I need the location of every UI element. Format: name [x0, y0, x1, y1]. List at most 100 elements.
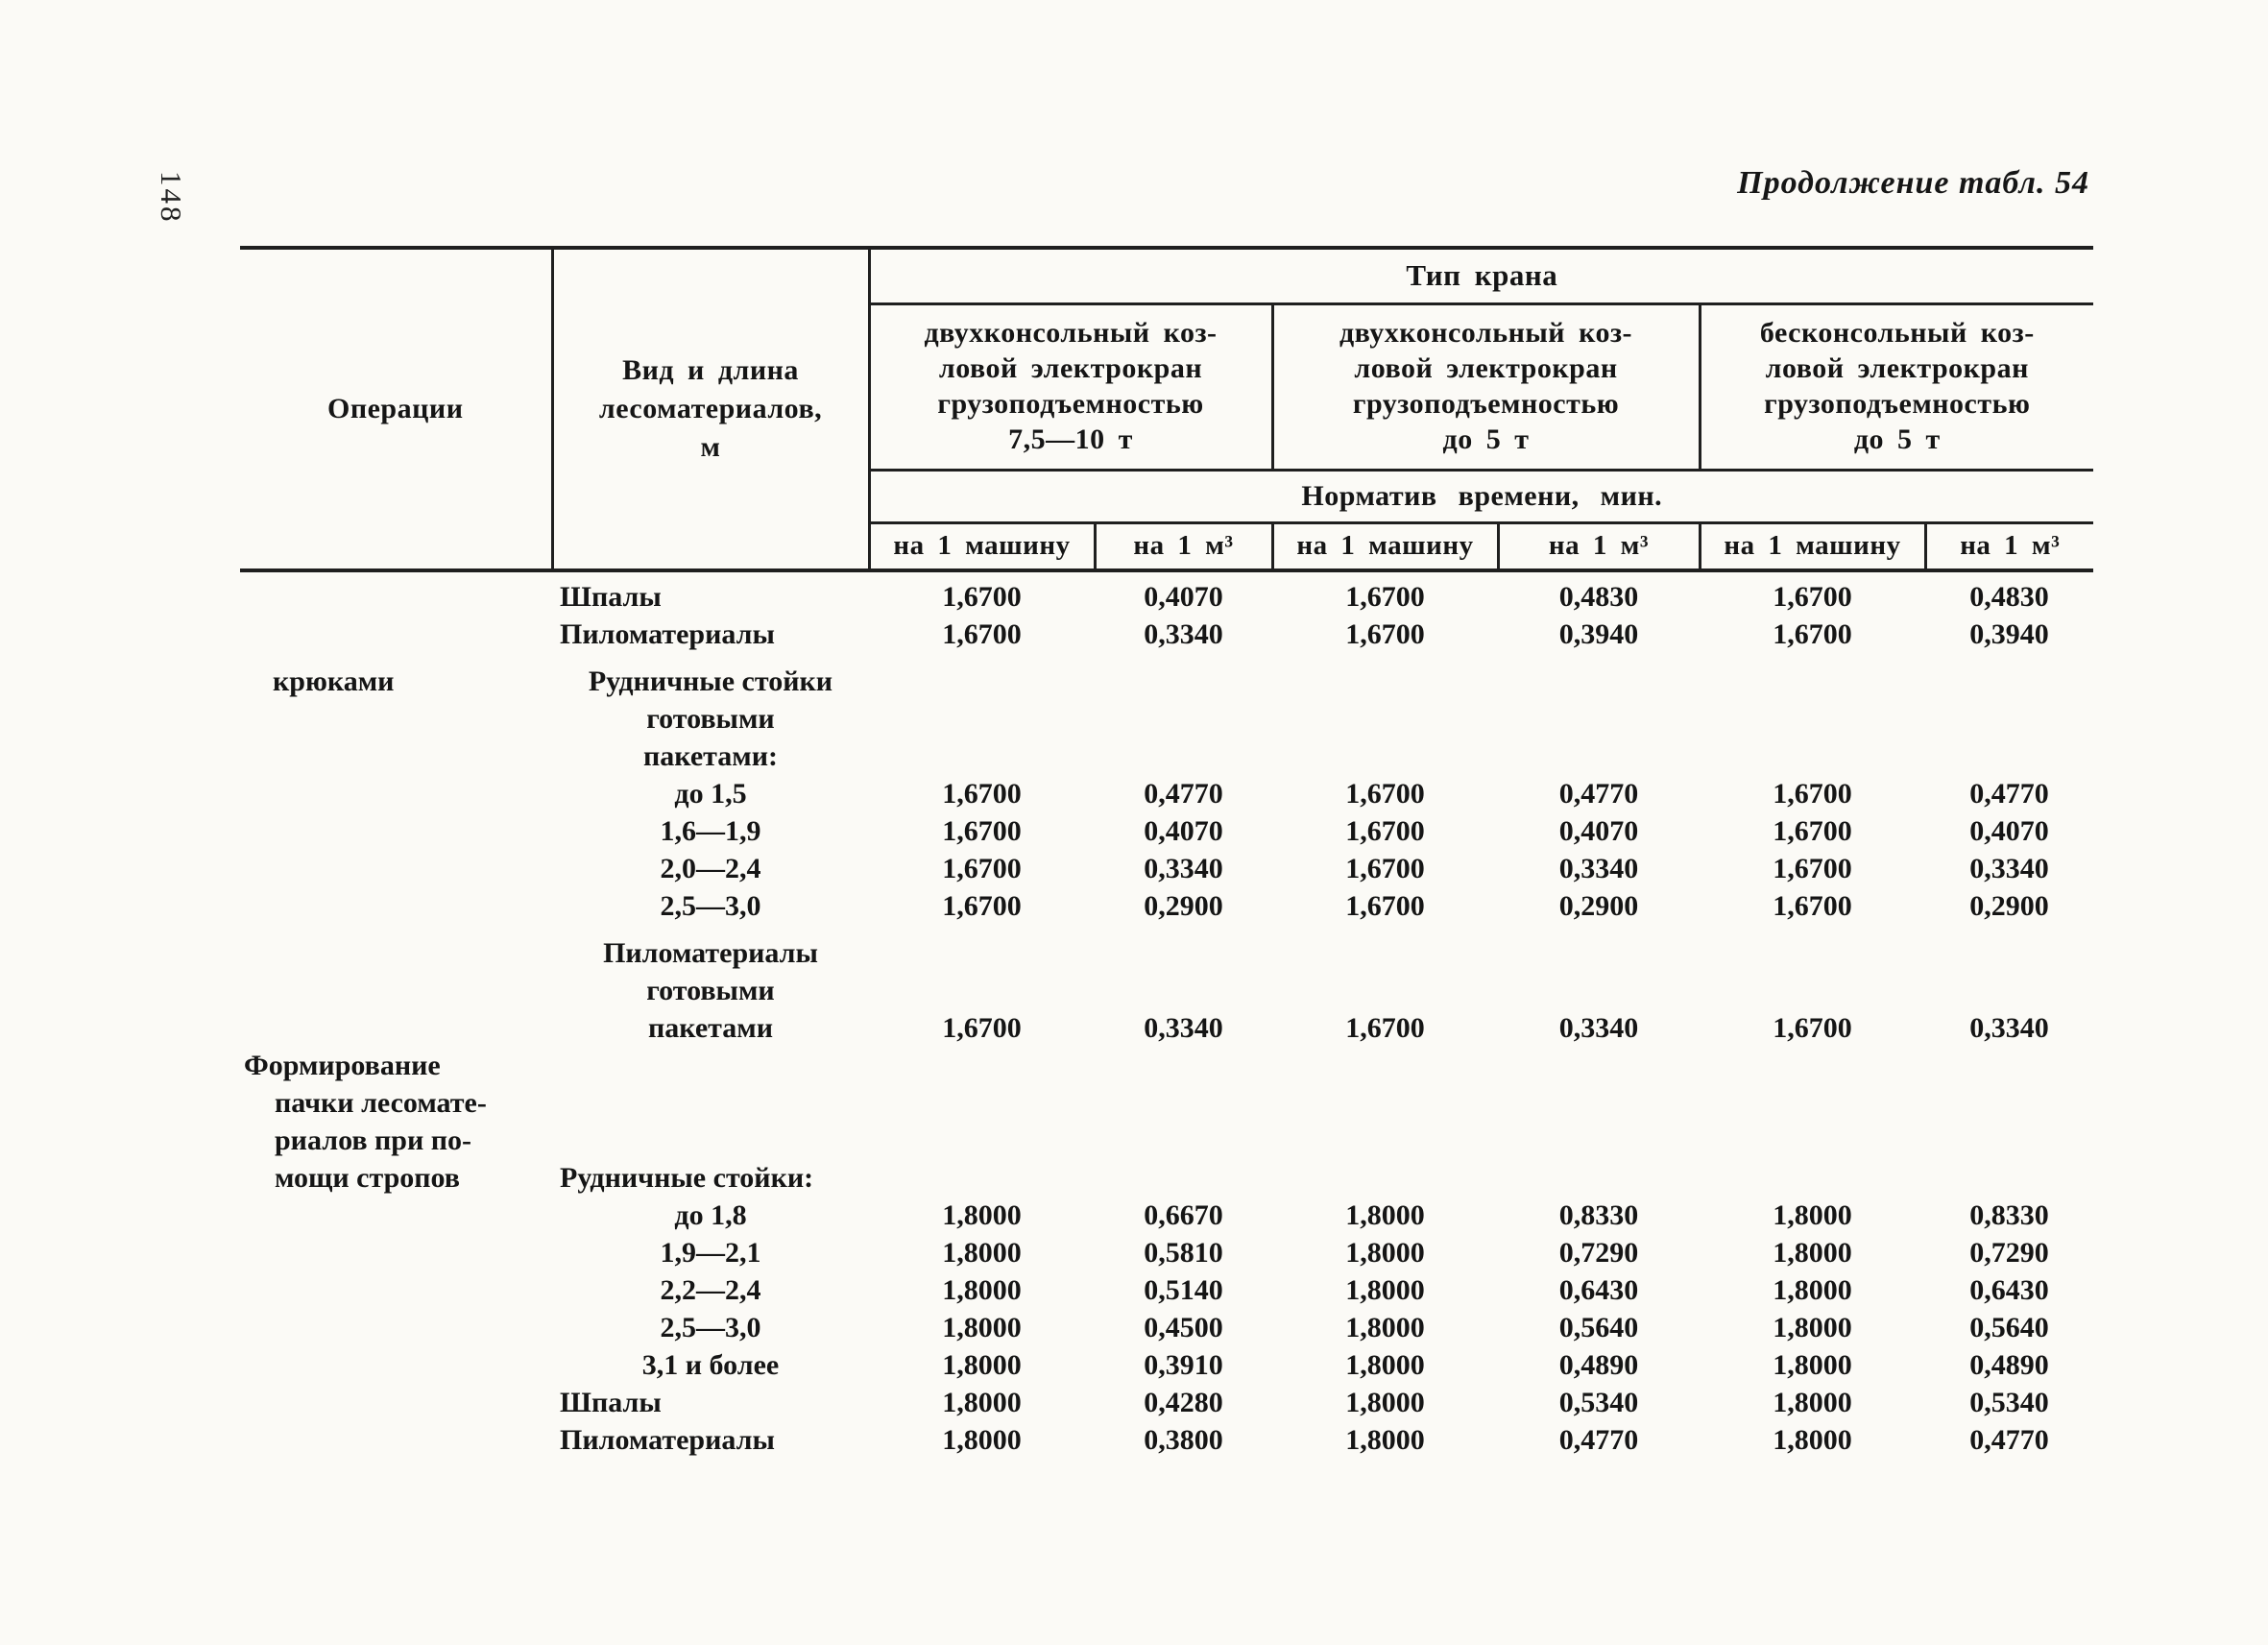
- time-norm-value-cell: 1,8000: [1345, 1274, 1425, 1306]
- time-norm-value-cell: 1,8000: [1773, 1387, 1852, 1418]
- material-kind-cell: 1,6—1,9: [660, 815, 761, 847]
- norms-table: Операции Вид и длина лесоматериалов, м Т…: [240, 246, 2094, 1459]
- col-header-crane-1: двухконсольный коз- ловой электрокран гр…: [869, 303, 1274, 472]
- time-norm-value-cell: 0,3340: [1969, 1012, 2049, 1044]
- time-norm-value-cell: 0,4770: [1558, 778, 1639, 810]
- time-norm-value-cell: 0,3340: [1144, 1012, 1223, 1044]
- time-norm-value-cell: 0,4070: [1144, 815, 1223, 847]
- material-kind-cell: до 1,8: [674, 1199, 747, 1231]
- col-header-time-norm: Норматив времени, мин.: [869, 470, 2094, 524]
- time-norm-value-cell: 0,4890: [1969, 1349, 2049, 1381]
- table-row: Пиломатериалы 1,8000 0,3800 1,8000 0,4770 1,8…: [240, 1421, 2093, 1459]
- time-norm-value-cell: 0,4770: [1969, 778, 2049, 810]
- time-norm-value-cell: 1,6700: [1345, 778, 1425, 810]
- time-norm-value-cell: 1,8000: [1773, 1237, 1852, 1269]
- time-norm-value-cell: 1,6700: [942, 618, 1022, 650]
- table-continuation-caption: Продолжение табл. 54: [1737, 165, 2089, 201]
- time-norm-value-cell: 1,6700: [1773, 581, 1852, 613]
- time-norm-value-cell: 0,3910: [1144, 1349, 1223, 1381]
- time-norm-value-cell: 1,6700: [1345, 581, 1425, 613]
- time-norm-value-cell: 1,8000: [942, 1424, 1022, 1456]
- material-kind-cell: Пиломатериалы готовыми пакетами: [603, 937, 818, 1044]
- time-norm-value-cell: 1,6700: [1345, 890, 1425, 922]
- time-norm-value-cell: 1,6700: [942, 815, 1022, 847]
- time-norm-value-cell: 1,8000: [1773, 1312, 1852, 1343]
- time-norm-value-cell: 1,8000: [1773, 1424, 1852, 1456]
- time-norm-value-cell: 0,5340: [1969, 1387, 2049, 1418]
- operation-cell: Формирование пачки лесомате- риалов при …: [244, 1050, 487, 1194]
- time-norm-value-cell: 0,4070: [1969, 815, 2049, 847]
- time-norm-value-cell: 0,4890: [1558, 1349, 1639, 1381]
- material-kind-cell: Пиломатериалы: [560, 618, 775, 650]
- time-norm-value-cell: 1,6700: [1773, 890, 1852, 922]
- material-kind-cell: 2,5—3,0: [660, 1312, 761, 1343]
- time-norm-value-cell: 0,4830: [1558, 581, 1639, 613]
- operation-cell: [240, 616, 552, 653]
- time-norm-value-cell: 0,3940: [1969, 618, 2049, 650]
- time-norm-value-cell: 0,4070: [1558, 815, 1639, 847]
- material-kind-cell: 2,0—2,4: [660, 853, 761, 884]
- time-norm-value-cell: 0,5810: [1144, 1237, 1223, 1269]
- time-norm-value-cell: 1,6700: [1773, 815, 1852, 847]
- time-norm-value-cell: 0,5640: [1969, 1312, 2049, 1343]
- time-norm-value-cell: 1,6700: [1345, 1012, 1425, 1044]
- material-kind-cell: до 1,5: [674, 778, 747, 810]
- time-norm-value-cell: 1,8000: [942, 1199, 1022, 1231]
- time-norm-value-cell: 1,8000: [942, 1387, 1022, 1418]
- time-norm-value-cell: 0,2900: [1558, 890, 1639, 922]
- table-row: Пиломатериалы готовыми пакетами 1,6700 0,3…: [240, 925, 2093, 1047]
- table-row: 1,9—2,1 1,8000 0,5810 1,8000 0,7290 1,8000 0,7…: [240, 1234, 2093, 1271]
- col-header-per-machine-2: на 1 машину: [1270, 522, 1500, 572]
- material-kind-cell: 3,1 и более: [641, 1349, 780, 1381]
- time-norm-value-cell: 0,4770: [1558, 1424, 1639, 1456]
- table-row: 2,0—2,4 1,6700 0,3340 1,6700 0,3340 1,6700 0,3…: [240, 850, 2093, 887]
- time-norm-value-cell: 0,7290: [1558, 1237, 1639, 1269]
- material-kind-cell: Шпалы: [560, 581, 662, 613]
- table-row: Пиломатериалы 1,6700 0,3340 1,6700 0,3940 1,6…: [240, 616, 2093, 653]
- page-number: 148: [155, 171, 188, 225]
- time-norm-value-cell: 0,4770: [1969, 1424, 2049, 1456]
- col-header-per-m3-2: на 1 м³: [1498, 522, 1700, 572]
- time-norm-value-cell: 1,8000: [1345, 1349, 1425, 1381]
- time-norm-value-cell: 1,6700: [942, 581, 1022, 613]
- time-norm-value-cell: 0,8330: [1969, 1199, 2049, 1231]
- time-norm-value-cell: 0,8330: [1558, 1199, 1639, 1231]
- time-norm-value-cell: 0,6430: [1558, 1274, 1639, 1306]
- time-norm-value-cell: 1,8000: [1773, 1349, 1852, 1381]
- time-norm-value-cell: 1,6700: [942, 778, 1022, 810]
- time-norm-value-cell: 1,6700: [1773, 853, 1852, 884]
- time-norm-value-cell: 1,8000: [1345, 1424, 1425, 1456]
- time-norm-value-cell: 0,3340: [1144, 618, 1223, 650]
- time-norm-value-cell: 0,3340: [1144, 853, 1223, 884]
- col-header-crane-3: бесконсольный коз- ловой электрокран гру…: [1700, 303, 2094, 472]
- time-norm-value-cell: 0,3340: [1558, 1012, 1639, 1044]
- table-header: Операции Вид и длина лесоматериалов, м Т…: [240, 248, 2094, 572]
- time-norm-value-cell: 1,8000: [1345, 1312, 1425, 1343]
- operation-cell: крюками: [273, 665, 395, 697]
- time-norm-value-cell: 0,5340: [1558, 1387, 1639, 1418]
- time-norm-value-cell: 0,4770: [1144, 778, 1223, 810]
- time-norm-value-cell: 0,5640: [1558, 1312, 1639, 1343]
- table-row: 2,5—3,0 1,6700 0,2900 1,6700 0,2900 1,6700 0,2…: [240, 887, 2093, 925]
- col-header-per-m3-3: на 1 м³: [1925, 522, 2094, 572]
- col-header-per-machine-1: на 1 машину: [867, 522, 1097, 572]
- time-norm-value-cell: 1,6700: [942, 853, 1022, 884]
- time-norm-value-cell: 0,4500: [1144, 1312, 1223, 1343]
- col-header-material-kind: Вид и длина лесоматериалов, м: [552, 248, 871, 572]
- table-body: Шпалы 1,6700 0,4070 1,6700 0,4830 1,6700 0,483…: [240, 570, 2093, 1459]
- time-norm-value-cell: 1,8000: [1345, 1387, 1425, 1418]
- table-row: 3,1 и более 1,8000 0,3910 1,8000 0,4890 1,800…: [240, 1346, 2093, 1384]
- material-kind-cell: Шпалы: [560, 1387, 662, 1418]
- col-header-per-m3-1: на 1 м³: [1095, 522, 1272, 572]
- col-header-crane-type-group: Тип крана: [869, 248, 2094, 305]
- time-norm-value-cell: 0,3800: [1144, 1424, 1223, 1456]
- table-row: 2,5—3,0 1,8000 0,4500 1,8000 0,5640 1,8000 0,5…: [240, 1309, 2093, 1346]
- material-kind-cell: 1,9—2,1: [660, 1237, 761, 1269]
- table-row: 1,6—1,9 1,6700 0,4070 1,6700 0,4070 1,6700 0,4…: [240, 812, 2093, 850]
- time-norm-value-cell: 0,3940: [1558, 618, 1639, 650]
- time-norm-value-cell: 0,2900: [1144, 890, 1223, 922]
- material-kind-cell: 2,5—3,0: [660, 890, 761, 922]
- time-norm-value-cell: 1,8000: [1773, 1274, 1852, 1306]
- time-norm-value-cell: 0,4280: [1144, 1387, 1223, 1418]
